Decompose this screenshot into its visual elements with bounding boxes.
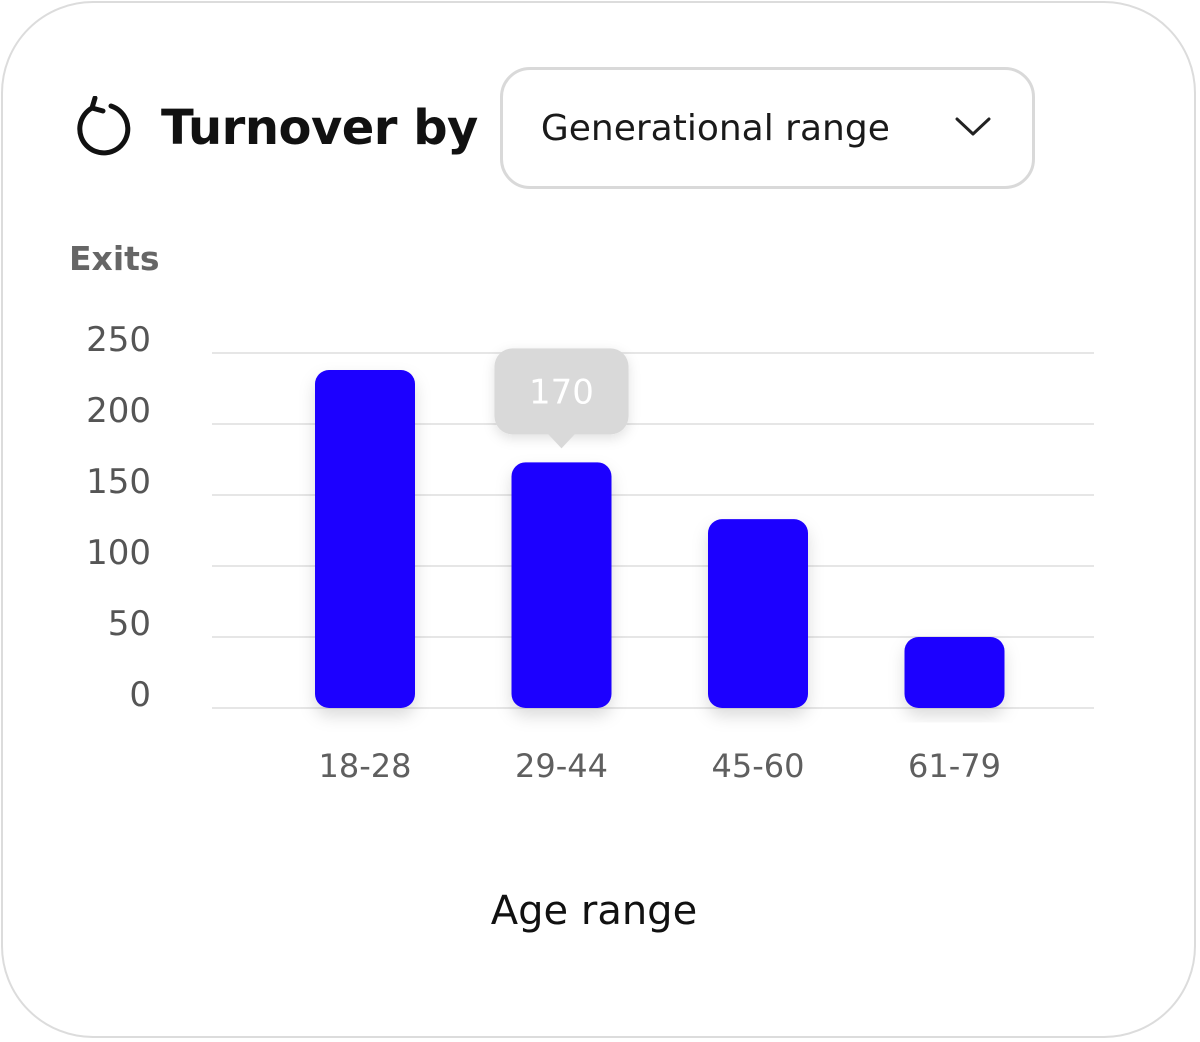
card-title: Turnover by [161,100,478,156]
y-tick-label: 50 [108,604,151,644]
chevron-down-icon [955,117,991,136]
x-tick-label: 61-79 [908,747,1001,785]
bar-18-28[interactable] [315,370,415,708]
bar-45-60[interactable] [708,519,808,708]
refresh-icon[interactable] [75,96,133,160]
tooltip-pointer [547,433,576,449]
x-tick-label: 45-60 [712,747,805,785]
y-axis-label: Exits [69,239,160,278]
y-tick-label: 200 [86,391,151,431]
tooltip-value: 170 [529,372,594,412]
y-tick-label: 0 [129,675,151,715]
x-axis-label: Age range [491,888,697,934]
bar-29-44[interactable] [511,462,612,708]
x-tick-label: 29-44 [515,747,608,785]
card-header: Turnover by Generational range [75,67,1035,189]
bar-61-79[interactable] [904,637,1005,708]
y-tick-label: 150 [86,462,151,502]
x-tick-label: 18-28 [319,747,412,785]
range-dropdown[interactable]: Generational range [499,67,1035,189]
value-tooltip: 170 [494,348,629,449]
dropdown-selected-value: Generational range [540,107,890,149]
y-tick-label: 250 [86,320,151,360]
tooltip-box [494,348,629,435]
y-tick-label: 100 [86,533,151,573]
